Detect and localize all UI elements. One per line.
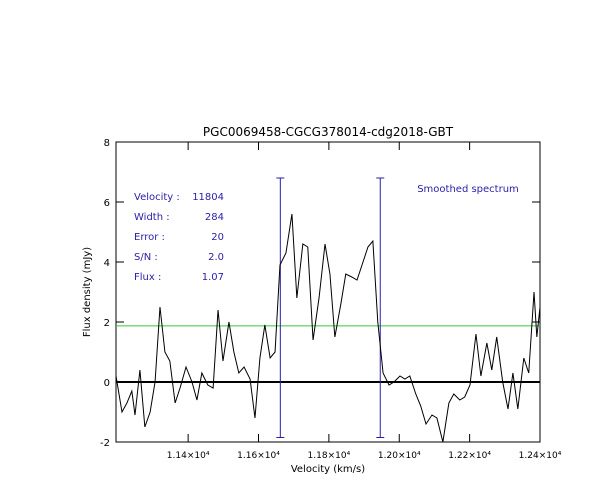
- x-axis-label: Velocity (km/s): [291, 464, 365, 475]
- info-label: Velocity :: [134, 192, 180, 203]
- y-tick-label: -2: [100, 438, 110, 449]
- info-value: 1.07: [202, 272, 224, 283]
- y-tick-label: 4: [104, 258, 110, 269]
- x-tick-label: 1.22×10⁴: [448, 451, 491, 461]
- info-label: S/N :: [134, 252, 158, 263]
- info-value: 11804: [192, 192, 224, 203]
- x-tick-label: 1.14×10⁴: [167, 451, 210, 461]
- plot-frame: [115, 141, 541, 443]
- y-axis-label: Flux density (mJy): [82, 247, 93, 337]
- info-value: 20: [211, 232, 224, 243]
- y-tick-label: 8: [104, 138, 110, 149]
- annotation: Smoothed spectrum: [417, 184, 519, 195]
- info-value: 284: [205, 212, 224, 223]
- info-label: Error :: [134, 232, 165, 243]
- chart-title: PGC0069458-CGCG378014-cdg2018-GBT: [203, 125, 454, 139]
- x-tick-label: 1.18×10⁴: [308, 451, 351, 461]
- x-tick-label: 1.16×10⁴: [237, 451, 280, 461]
- x-tick-label: 1.24×10⁴: [519, 451, 562, 461]
- y-tick-label: 0: [104, 378, 110, 389]
- info-value: 2.0: [208, 252, 224, 263]
- spectrum-line: [115, 213, 541, 443]
- y-tick-label: 2: [104, 318, 110, 329]
- info-label: Width :: [134, 212, 170, 223]
- y-tick-label: 6: [104, 198, 110, 209]
- x-tick-label: 1.20×10⁴: [378, 451, 421, 461]
- info-label: Flux :: [134, 272, 161, 283]
